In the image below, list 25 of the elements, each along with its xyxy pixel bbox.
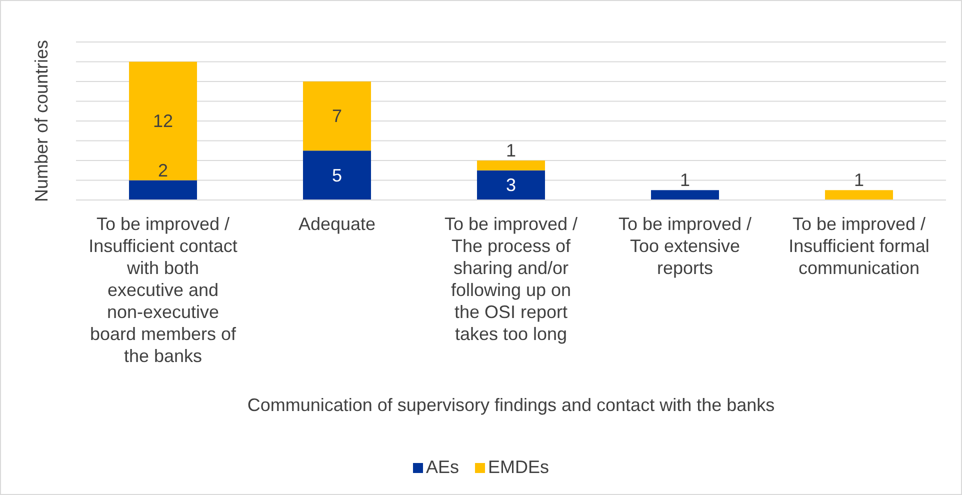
data-label: 5: [332, 165, 342, 186]
data-label: 7: [332, 106, 342, 126]
y-axis-title: Number of countries: [31, 40, 52, 202]
bar: [303, 150, 371, 200]
bar: [129, 62, 197, 180]
x-tick-label: To be improved / The process of sharing and/or following up on the OSI report takes too long: [444, 214, 578, 344]
data-label: 1: [854, 170, 864, 190]
bar: [129, 180, 197, 200]
bar: [825, 190, 893, 200]
data-label: 3: [506, 175, 516, 196]
data-label: 1: [506, 140, 516, 160]
legend-label: EMDEs: [487, 457, 550, 478]
data-label: 1: [680, 170, 690, 190]
bar: [303, 82, 371, 151]
bar: [651, 190, 719, 200]
legend-label: AEs: [424, 457, 459, 478]
x-tick-label: To be improved / Too extensive reports: [618, 214, 752, 278]
bar: [477, 160, 545, 170]
bar: [477, 170, 545, 200]
data-label: 2: [158, 160, 168, 180]
data-label: 12: [152, 111, 174, 131]
x-tick-label: To be improved / Insufficient formal communication: [788, 214, 930, 278]
x-axis-title: Communication of supervisory findings and contact with the banks: [246, 395, 776, 416]
x-tick-label: Adequate: [298, 214, 376, 234]
x-tick-label: To be improved / Insufficient contact with both executive and non-executive board members of the banks: [88, 214, 238, 366]
